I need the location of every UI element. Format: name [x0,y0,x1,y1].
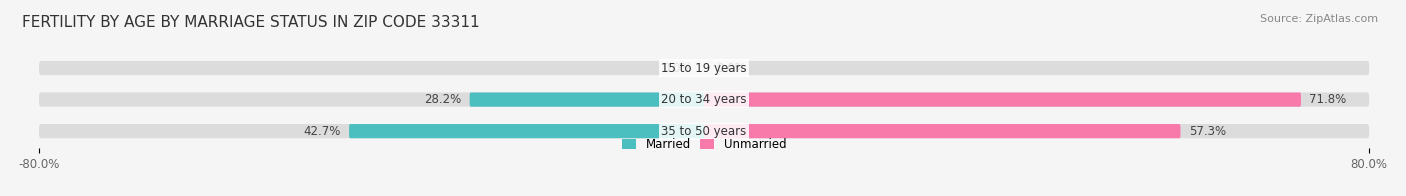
FancyBboxPatch shape [704,124,1181,138]
FancyBboxPatch shape [39,93,1369,107]
FancyBboxPatch shape [39,61,1369,75]
Text: 15 to 19 years: 15 to 19 years [661,62,747,74]
Text: 57.3%: 57.3% [1188,125,1226,138]
Text: 20 to 34 years: 20 to 34 years [661,93,747,106]
Text: Source: ZipAtlas.com: Source: ZipAtlas.com [1260,14,1378,24]
Text: 28.2%: 28.2% [425,93,461,106]
Legend: Married, Unmarried: Married, Unmarried [621,138,786,151]
Text: 0.0%: 0.0% [717,62,747,74]
Text: 71.8%: 71.8% [1309,93,1347,106]
FancyBboxPatch shape [349,124,704,138]
FancyBboxPatch shape [704,93,1301,107]
Text: 0.0%: 0.0% [662,62,692,74]
FancyBboxPatch shape [39,124,1369,138]
Text: FERTILITY BY AGE BY MARRIAGE STATUS IN ZIP CODE 33311: FERTILITY BY AGE BY MARRIAGE STATUS IN Z… [22,15,479,30]
Text: 42.7%: 42.7% [304,125,340,138]
FancyBboxPatch shape [470,93,704,107]
Text: 35 to 50 years: 35 to 50 years [661,125,747,138]
